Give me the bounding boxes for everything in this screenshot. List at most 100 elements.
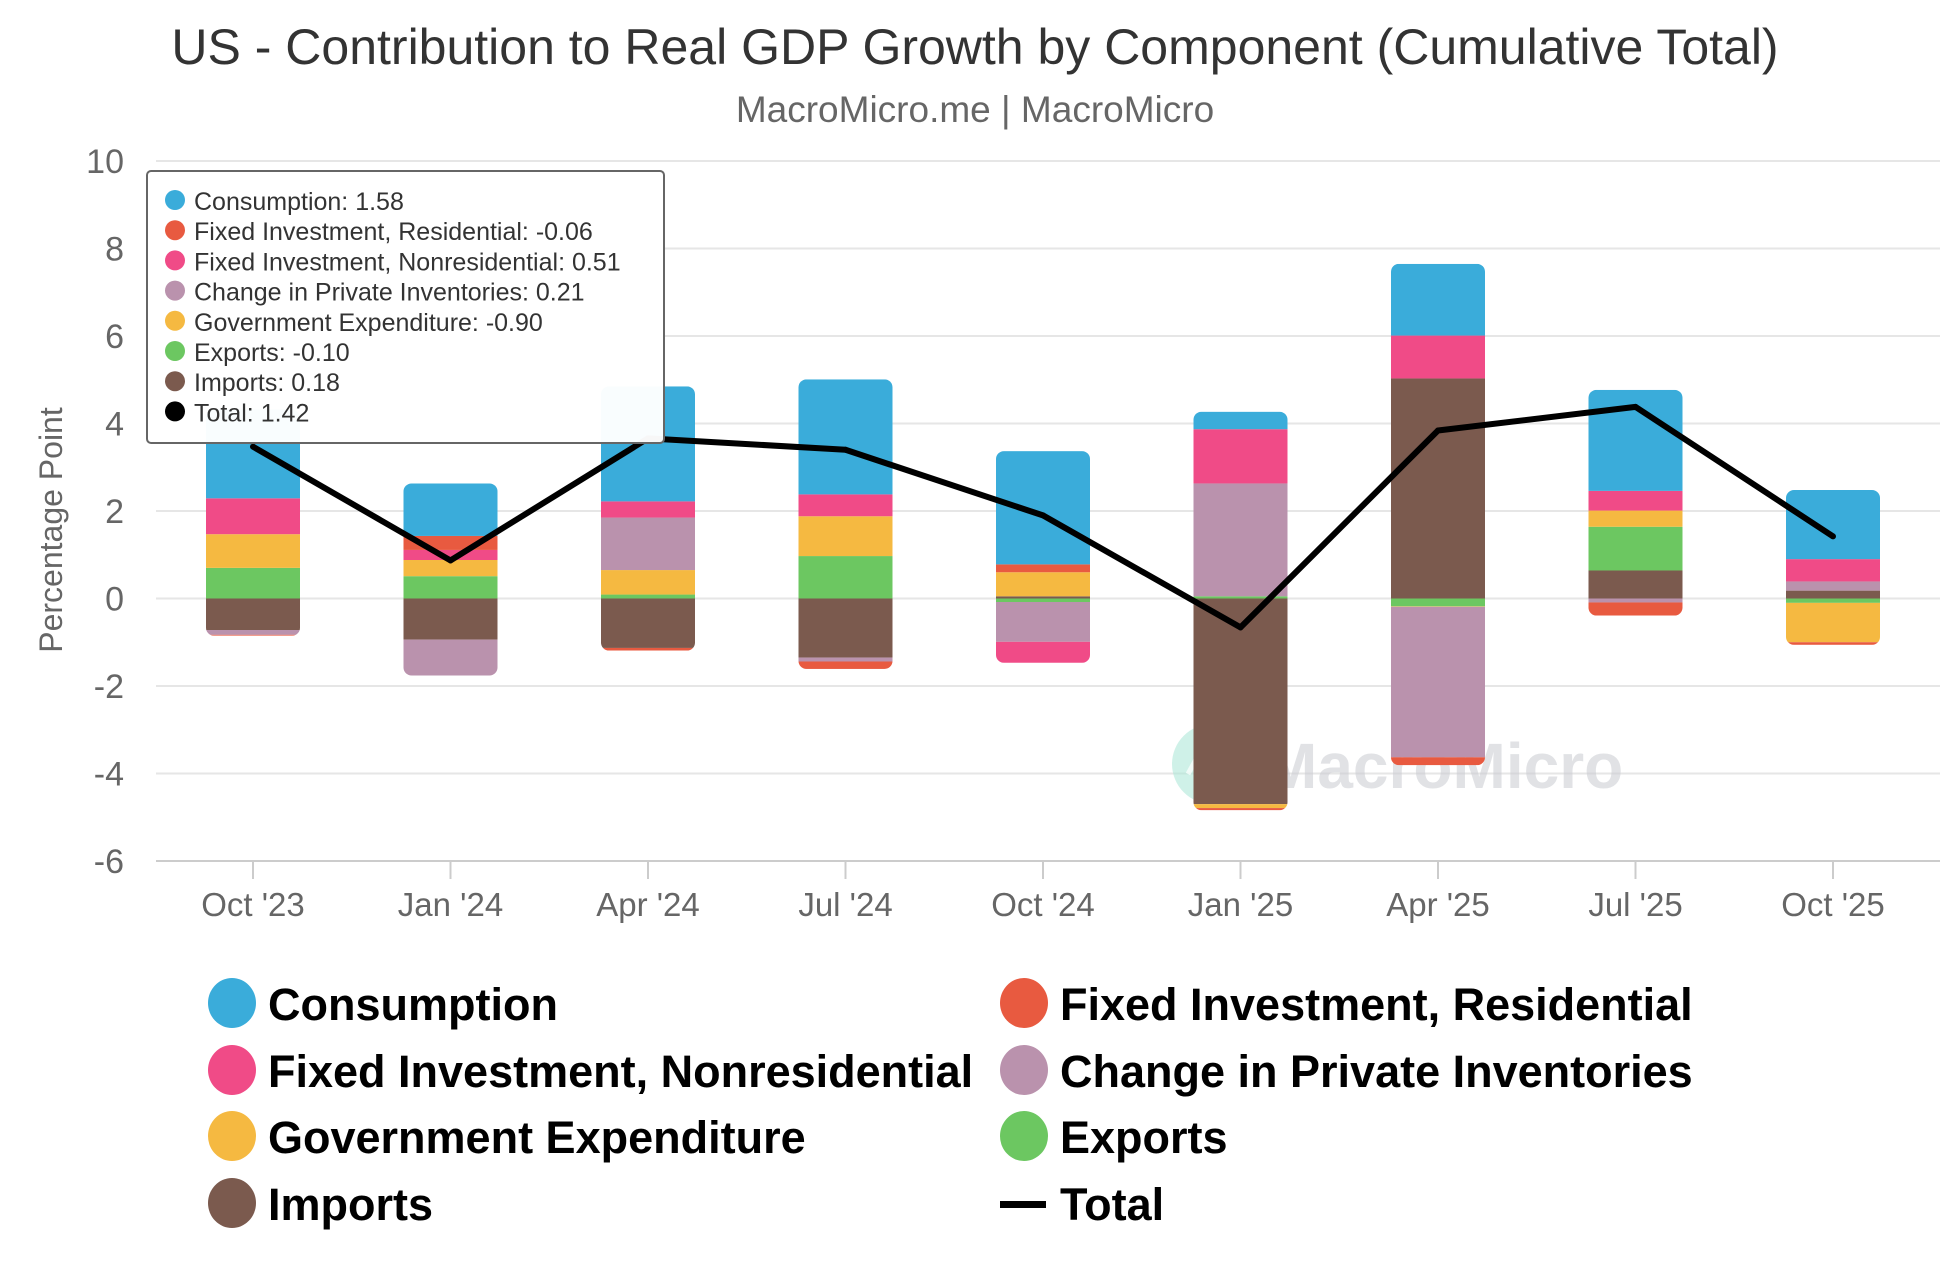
bar-segment-fixed-investment-residential[interactable]: [1193, 808, 1288, 811]
bar-segment-change-in-private-inventories[interactable]: [206, 630, 300, 635]
bar-segment-change-in-private-inventories[interactable]: [403, 639, 498, 676]
bar-segment-fixed-investment-residential[interactable]: [601, 647, 695, 651]
tooltip-row: Imports: 0.18: [165, 369, 340, 397]
bar-segment-consumption[interactable]: [1391, 263, 1485, 336]
legend-item[interactable]: Change in Private Inventories: [1000, 1045, 1693, 1097]
bar-segment-imports[interactable]: [1193, 598, 1288, 805]
tooltip-row-label: Total: 1.42: [194, 399, 309, 427]
bar-segment-fixed-investment-residential[interactable]: [1588, 602, 1683, 616]
bar-stack[interactable]: [1193, 411, 1288, 811]
y-tick-label: 2: [105, 493, 124, 531]
bar-segment-consumption[interactable]: [996, 451, 1090, 565]
bar-segment-imports[interactable]: [1391, 378, 1485, 599]
bar-segment-government-expenditure[interactable]: [206, 534, 300, 568]
bar-segment-consumption[interactable]: [403, 483, 498, 536]
bar-segment-fixed-investment-nonresidential[interactable]: [403, 549, 498, 560]
bar-segment-consumption[interactable]: [798, 379, 893, 495]
total-point[interactable]: [447, 557, 454, 564]
bar-segment-exports[interactable]: [1391, 598, 1485, 607]
bar-segment-imports[interactable]: [1786, 590, 1880, 599]
bar-segment-fixed-investment-nonresidential[interactable]: [206, 498, 300, 535]
tooltip-row: Exports: -0.10: [165, 339, 350, 367]
bar-segment-consumption[interactable]: [1786, 490, 1880, 560]
legend-item[interactable]: Total: [1000, 1179, 1164, 1230]
bar-segment-change-in-private-inventories[interactable]: [1588, 598, 1683, 603]
bar-segment-fixed-investment-residential[interactable]: [1786, 642, 1880, 645]
tooltip-row-label: Fixed Investment, Residential: -0.06: [194, 218, 593, 246]
bar-segment-fixed-investment-nonresidential[interactable]: [1193, 429, 1288, 484]
total-point[interactable]: [1237, 624, 1244, 631]
bar-segment-government-expenditure[interactable]: [1193, 804, 1288, 809]
total-point[interactable]: [1830, 533, 1836, 540]
bar-segment-imports[interactable]: [1588, 570, 1683, 599]
bar-stack[interactable]: [1786, 490, 1880, 645]
bar-stack[interactable]: [1588, 389, 1683, 616]
bar-segment-consumption[interactable]: [1193, 411, 1288, 430]
legend-marker-icon: [208, 1111, 256, 1161]
bar-segment-government-expenditure[interactable]: [996, 572, 1090, 597]
bar-segment-imports[interactable]: [206, 598, 300, 631]
tooltip-row-label: Fixed Investment, Nonresidential: 0.51: [194, 248, 621, 276]
bar-stack[interactable]: [1391, 263, 1485, 766]
bar-stack[interactable]: [403, 483, 498, 676]
legend-item[interactable]: Government Expenditure: [208, 1111, 806, 1163]
bar-segment-government-expenditure[interactable]: [1588, 510, 1683, 527]
series-marker-icon: [165, 310, 185, 331]
bar-segment-exports[interactable]: [798, 556, 893, 599]
bar-segment-fixed-investment-nonresidential[interactable]: [601, 501, 695, 518]
total-point[interactable]: [1040, 512, 1046, 519]
bar-segment-change-in-private-inventories[interactable]: [601, 517, 695, 571]
legend-item[interactable]: Imports: [208, 1178, 433, 1230]
bar-segment-change-in-private-inventories[interactable]: [798, 657, 893, 662]
bar-segment-change-in-private-inventories[interactable]: [1786, 581, 1880, 591]
bar-stack[interactable]: [996, 451, 1090, 663]
legend-item[interactable]: Exports: [1000, 1111, 1228, 1163]
legend-item[interactable]: Consumption: [208, 978, 558, 1030]
total-point[interactable]: [842, 446, 849, 453]
bar-segment-fixed-investment-residential[interactable]: [798, 661, 893, 669]
y-tick-label: 8: [105, 231, 124, 269]
bar-segment-imports[interactable]: [403, 598, 498, 640]
total-point[interactable]: [1632, 403, 1639, 410]
y-tick-label: 4: [105, 406, 124, 444]
bar-segment-exports[interactable]: [403, 576, 498, 599]
bar-segment-fixed-investment-nonresidential[interactable]: [1786, 559, 1880, 582]
total-point[interactable]: [1435, 427, 1441, 434]
bar-segment-exports[interactable]: [206, 567, 300, 599]
legend-item[interactable]: Fixed Investment, Nonresidential: [208, 1045, 973, 1097]
x-tick-label: Oct '24: [991, 886, 1095, 923]
bar-segment-exports[interactable]: [1786, 598, 1880, 603]
bar-segment-government-expenditure[interactable]: [1786, 602, 1880, 643]
bar-segment-fixed-investment-residential[interactable]: [1391, 757, 1485, 766]
bar-segment-imports[interactable]: [996, 596, 1090, 599]
series-marker-icon: [165, 341, 185, 361]
bar-segment-fixed-investment-residential[interactable]: [996, 564, 1090, 573]
bar-segment-government-expenditure[interactable]: [601, 570, 695, 595]
y-tick-label: -2: [94, 668, 124, 706]
bar-segment-fixed-investment-nonresidential[interactable]: [798, 494, 893, 517]
bar-segment-government-expenditure[interactable]: [403, 560, 498, 577]
bar-segment-government-expenditure[interactable]: [798, 516, 893, 557]
bar-segment-fixed-investment-residential[interactable]: [206, 634, 300, 636]
bar-segment-fixed-investment-nonresidential[interactable]: [1391, 335, 1485, 379]
bar-segment-fixed-investment-nonresidential[interactable]: [1588, 490, 1683, 511]
bar-segment-change-in-private-inventories[interactable]: [1193, 483, 1288, 597]
total-point[interactable]: [250, 443, 256, 450]
bar-segment-exports[interactable]: [1588, 526, 1683, 571]
bar-segment-exports[interactable]: [996, 598, 1090, 603]
legend-item[interactable]: Fixed Investment, Residential: [1000, 978, 1693, 1030]
bar-segment-change-in-private-inventories[interactable]: [996, 602, 1090, 642]
bar-segment-imports[interactable]: [601, 598, 695, 648]
bar-stack[interactable]: [798, 379, 893, 669]
legend-label: Total: [1060, 1179, 1164, 1230]
legend-marker-icon: [208, 1178, 256, 1228]
bar-segment-fixed-investment-nonresidential[interactable]: [996, 641, 1090, 663]
bar-segment-exports[interactable]: [1193, 596, 1288, 599]
bar-segment-exports[interactable]: [601, 594, 695, 599]
bar-segment-imports[interactable]: [798, 598, 893, 658]
bars: [206, 263, 1880, 811]
x-tick-label: Apr '25: [1386, 886, 1490, 923]
bar-segment-change-in-private-inventories[interactable]: [1391, 606, 1485, 758]
tooltip-row: Fixed Investment, Nonresidential: 0.51: [165, 248, 621, 276]
